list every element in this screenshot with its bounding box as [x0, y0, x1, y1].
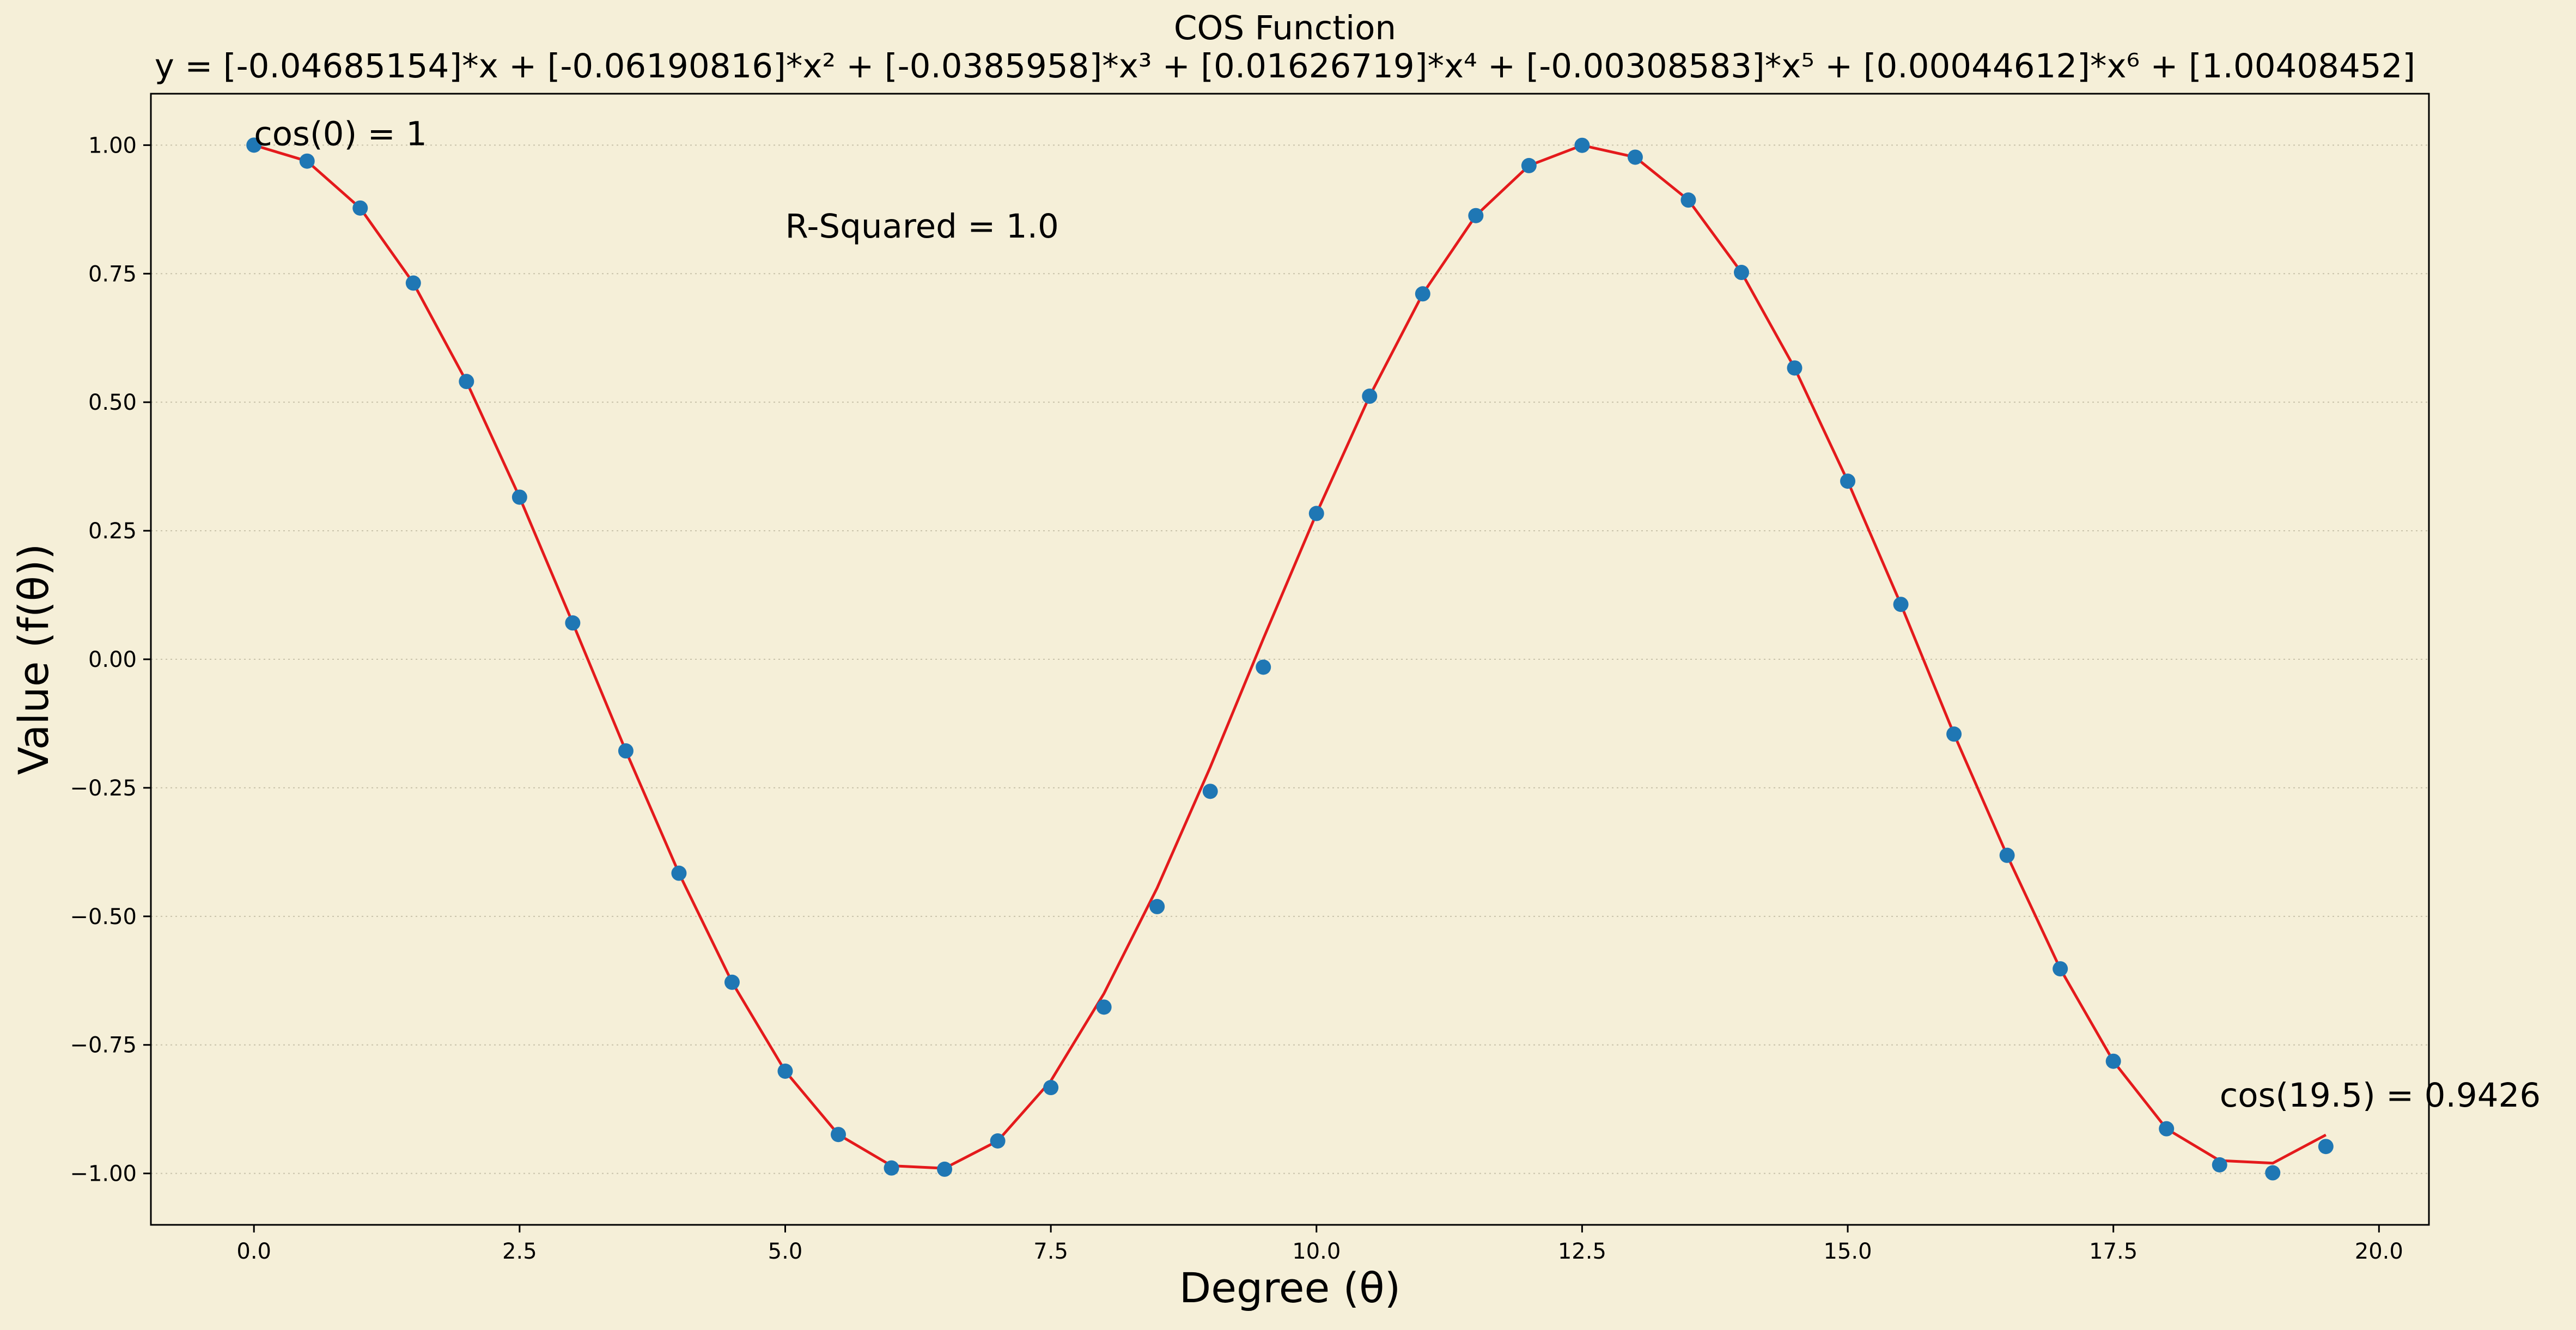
y-axis-label: Value (f(θ)) — [9, 544, 58, 775]
fit-line — [253, 144, 2327, 1170]
data-point — [352, 200, 368, 216]
data-point — [1308, 506, 1324, 521]
data-point — [1256, 659, 1271, 675]
data-point — [299, 153, 315, 169]
y-tick-label: −0.75 — [70, 1033, 137, 1058]
data-point — [565, 615, 581, 631]
y-tick-label: 0.50 — [88, 390, 137, 415]
data-point — [1627, 149, 1643, 165]
y-tick-label: −0.25 — [70, 776, 137, 801]
y-tick-label: 0.75 — [88, 262, 137, 287]
x-tick-label: 7.5 — [1033, 1239, 1068, 1264]
data-point — [511, 489, 527, 505]
x-tick-label: 12.5 — [1558, 1239, 1606, 1264]
y-tick-label: 0.25 — [88, 519, 137, 544]
data-points — [246, 137, 2334, 1181]
x-tick-label: 17.5 — [2089, 1239, 2137, 1264]
data-point — [724, 974, 740, 990]
data-point — [1893, 597, 1909, 612]
data-point — [1999, 847, 2015, 863]
annotation-cos0: cos(0) = 1 — [254, 114, 427, 153]
data-point — [2265, 1165, 2281, 1181]
x-tick-label: 20.0 — [2355, 1239, 2403, 1264]
y-tick-label: 0.00 — [88, 647, 137, 672]
data-point — [2159, 1121, 2175, 1137]
data-point — [2212, 1157, 2227, 1173]
y-tick-label: −0.50 — [70, 904, 137, 930]
data-point — [1202, 784, 1218, 799]
data-point — [618, 743, 634, 759]
data-point — [1733, 265, 1749, 281]
annotation-r-squared: R-Squared = 1.0 — [785, 207, 1058, 246]
x-tick-label: 0.0 — [236, 1239, 271, 1264]
x-ticks: 0.0 2.5 5.0 7.5 10.0 12.5 15.0 17.5 20.0 — [236, 1225, 2403, 1264]
data-point — [459, 374, 474, 390]
x-axis-label: Degree (θ) — [1179, 1264, 1401, 1312]
data-point — [2318, 1139, 2334, 1155]
data-point — [1840, 473, 1856, 489]
data-point — [990, 1133, 1006, 1149]
data-point — [1946, 726, 1962, 742]
data-point — [1787, 360, 1802, 376]
x-tick-label: 15.0 — [1824, 1239, 1872, 1264]
data-point — [1096, 999, 1112, 1015]
chart-equation: y = [-0.04685154]*x + [-0.06190816]*x² +… — [155, 47, 2415, 86]
data-point — [1521, 157, 1537, 173]
y-tick-label: −1.00 — [70, 1162, 137, 1187]
data-point — [777, 1063, 793, 1079]
data-point — [2053, 961, 2068, 977]
chart-title: COS Function — [1174, 9, 1396, 47]
fit-line-group — [253, 144, 2327, 1170]
grid — [151, 144, 2429, 1174]
data-point — [671, 865, 687, 881]
data-point — [1574, 137, 1590, 153]
data-point — [405, 275, 421, 291]
data-point — [1362, 388, 1378, 404]
data-point — [1680, 192, 1696, 208]
annotation-cos19-5: cos(19.5) = 0.9426 — [2220, 1076, 2541, 1115]
data-point — [246, 137, 262, 153]
x-tick-label: 5.0 — [768, 1239, 803, 1264]
x-tick-label: 2.5 — [502, 1239, 537, 1264]
data-point — [831, 1127, 847, 1143]
data-point — [937, 1161, 953, 1177]
data-point — [1468, 208, 1484, 223]
y-tick-label: 1.00 — [88, 133, 137, 158]
data-point — [884, 1160, 899, 1176]
data-point — [1415, 286, 1430, 302]
data-point — [1149, 898, 1165, 914]
y-ticks: 1.00 0.75 0.50 0.25 0.00 −0.25 −0.50 −0.75 −1.00 — [70, 133, 151, 1187]
data-point — [2105, 1053, 2121, 1069]
x-tick-label: 10.0 — [1292, 1239, 1341, 1264]
plot-frame — [150, 93, 2430, 1226]
data-point — [1043, 1080, 1059, 1096]
